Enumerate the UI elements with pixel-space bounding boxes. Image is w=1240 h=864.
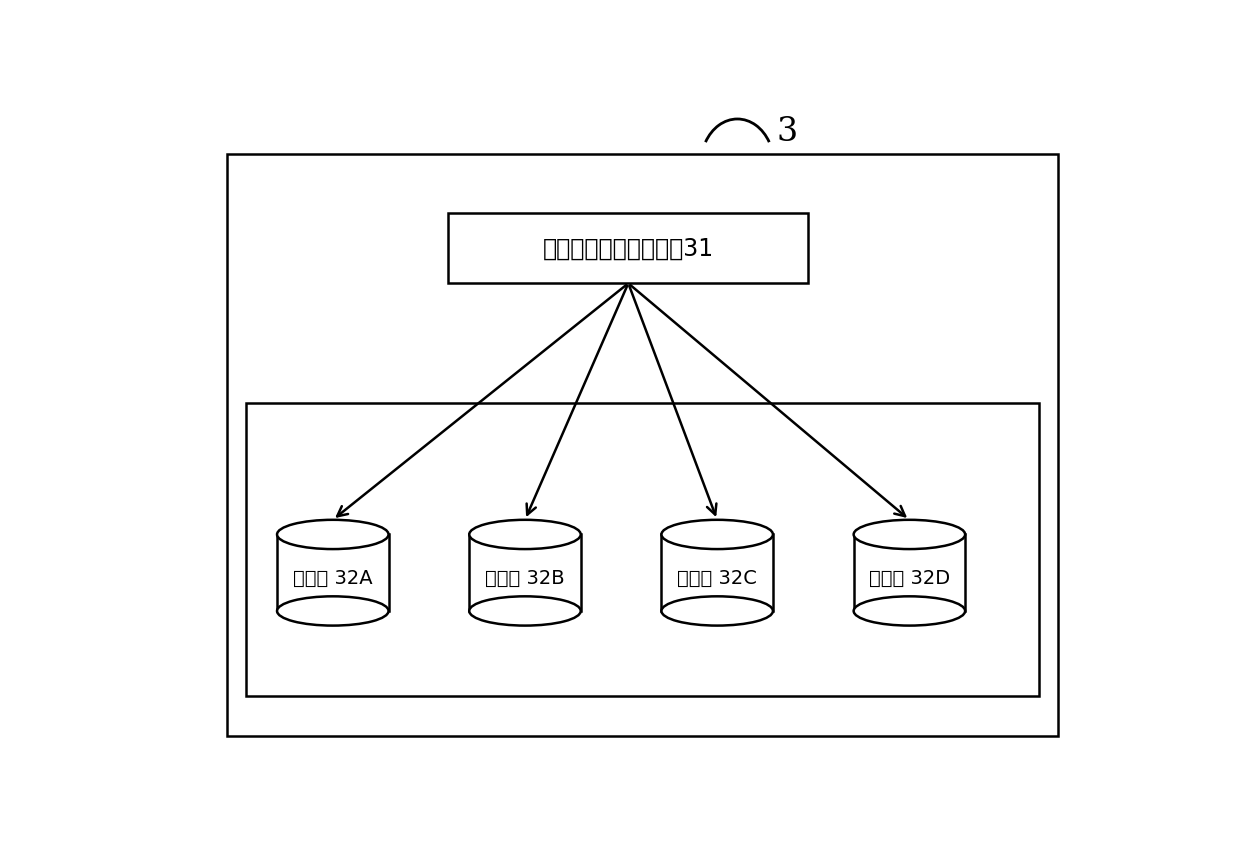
Text: 分布式事务的处理装置31: 分布式事务的处理装置31 (543, 237, 714, 260)
Bar (469, 535, 580, 611)
Ellipse shape (661, 596, 773, 626)
Bar (247, 403, 1039, 696)
Ellipse shape (853, 520, 965, 550)
Ellipse shape (277, 596, 388, 626)
Ellipse shape (661, 520, 773, 550)
Bar (853, 535, 965, 611)
Ellipse shape (277, 520, 388, 550)
Ellipse shape (469, 520, 580, 550)
Ellipse shape (853, 520, 965, 550)
Bar (227, 154, 1058, 736)
Text: 数据库 32D: 数据库 32D (869, 569, 950, 588)
Text: 数据库 32B: 数据库 32B (485, 569, 564, 588)
Bar (661, 535, 773, 611)
Ellipse shape (469, 520, 580, 550)
Text: 3: 3 (776, 117, 799, 149)
Bar (277, 535, 388, 611)
Ellipse shape (469, 596, 580, 626)
Ellipse shape (661, 520, 773, 550)
Ellipse shape (853, 596, 965, 626)
Text: 数据库 32A: 数据库 32A (293, 569, 372, 588)
Text: 数据库 32C: 数据库 32C (677, 569, 758, 588)
Bar (448, 213, 808, 283)
Ellipse shape (277, 520, 388, 550)
